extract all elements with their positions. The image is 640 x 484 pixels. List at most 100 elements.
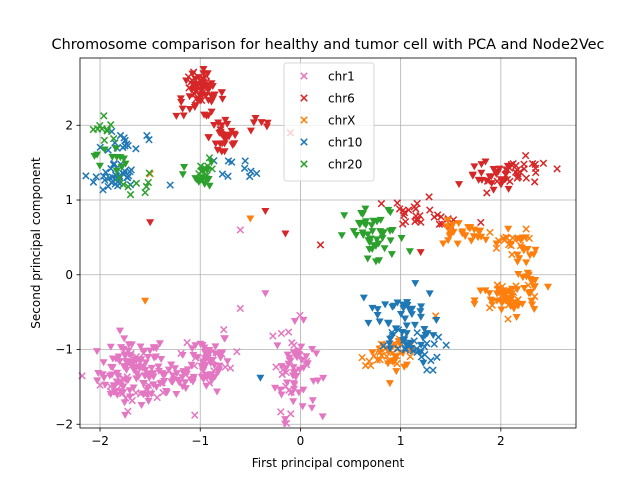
triangle-point xyxy=(263,119,272,127)
legend: chr1 chr6 chrX chr10 chr20 xyxy=(283,62,375,182)
triangle-point xyxy=(337,232,346,240)
triangle-point xyxy=(277,363,286,371)
triangle-point xyxy=(178,105,187,113)
triangle-point xyxy=(359,294,368,302)
cross-point xyxy=(209,356,217,364)
triangle-point xyxy=(276,386,285,394)
triangle-point xyxy=(481,158,490,166)
triangle-point xyxy=(527,297,536,305)
triangle-point xyxy=(492,170,501,178)
cross-point xyxy=(145,169,154,177)
triangle-point xyxy=(218,140,227,148)
cross-point xyxy=(477,218,485,227)
cross-point xyxy=(218,170,227,178)
cross-point xyxy=(492,244,501,252)
triangle-point xyxy=(200,344,209,352)
cross-point xyxy=(377,351,386,360)
cross-point xyxy=(132,362,140,371)
triangle-point xyxy=(205,182,214,190)
triangle-point xyxy=(90,152,99,160)
legend-item-chr10: chr10 xyxy=(300,136,362,150)
triangle-point xyxy=(505,298,514,306)
cross-point xyxy=(553,165,561,173)
cross-point xyxy=(522,225,530,233)
triangle-point xyxy=(368,228,377,236)
triangle-point xyxy=(319,374,328,382)
triangle-point xyxy=(145,347,154,355)
cross-point xyxy=(499,296,507,305)
cross-point xyxy=(142,182,151,191)
triangle-point xyxy=(405,248,414,256)
cross-point xyxy=(106,382,115,391)
triangle-point xyxy=(251,115,260,123)
triangle-point xyxy=(172,390,181,398)
triangle-point xyxy=(208,82,217,90)
triangle-point xyxy=(113,355,122,363)
cross-point xyxy=(539,159,548,168)
triangle-point xyxy=(385,345,394,353)
triangle-point xyxy=(489,186,498,194)
cross-point xyxy=(127,166,135,174)
cross-point xyxy=(143,131,151,140)
triangle-point xyxy=(152,383,161,391)
cross-point xyxy=(132,145,140,153)
triangle-point xyxy=(487,180,496,188)
cross-point xyxy=(512,282,520,290)
triangle-point xyxy=(517,244,526,252)
triangle-point xyxy=(442,223,451,231)
triangle-point xyxy=(523,269,532,277)
series-chrX xyxy=(141,170,553,388)
cross-point xyxy=(118,389,127,398)
triangle-point xyxy=(485,173,494,181)
triangle-point xyxy=(368,349,377,357)
triangle-point xyxy=(470,300,479,308)
legend-label: chr20 xyxy=(328,158,362,172)
cross-point xyxy=(530,178,539,186)
cross-point xyxy=(425,193,433,201)
cross-point xyxy=(128,396,136,405)
cross-point xyxy=(414,215,423,224)
triangle-point xyxy=(448,221,457,229)
cross-point xyxy=(166,181,174,189)
triangle-point xyxy=(172,370,181,378)
cross-point xyxy=(203,171,211,179)
cross-point xyxy=(503,165,512,174)
triangle-point xyxy=(468,171,477,179)
cross-point xyxy=(198,367,207,376)
cross-point xyxy=(509,288,518,297)
triangle-point xyxy=(378,234,387,242)
cross-point xyxy=(102,168,110,176)
triangle-point xyxy=(509,305,518,313)
cross-point xyxy=(379,342,388,350)
triangle-point xyxy=(308,397,317,405)
y-tick-label: 2 xyxy=(65,118,73,132)
triangle-point xyxy=(416,249,425,257)
cross-point xyxy=(412,205,420,213)
y-tick-label: −1 xyxy=(55,343,73,357)
cross-point xyxy=(104,182,112,191)
triangle-point xyxy=(223,131,232,139)
triangle-point xyxy=(469,233,478,241)
legend-box xyxy=(283,62,375,182)
triangle-point xyxy=(186,376,195,384)
cross-point xyxy=(366,361,375,370)
triangle-point xyxy=(204,97,213,105)
cross-point xyxy=(277,408,285,416)
cross-point xyxy=(409,347,417,355)
cross-point xyxy=(507,160,516,169)
triangle-point xyxy=(117,163,126,171)
triangle-point xyxy=(213,146,222,154)
cross-point xyxy=(286,410,295,418)
triangle-point xyxy=(391,354,400,362)
cross-point xyxy=(122,358,130,366)
triangle-point xyxy=(106,343,115,351)
legend-item-chr20: chr20 xyxy=(300,158,362,172)
cross-point xyxy=(202,78,210,86)
series-chr10 xyxy=(82,127,450,382)
legend-label: chrX xyxy=(328,114,355,128)
triangle-point xyxy=(312,350,321,358)
triangle-point xyxy=(373,312,382,320)
triangle-point xyxy=(290,318,299,326)
triangle-point xyxy=(185,93,194,101)
cross-point xyxy=(107,164,115,173)
